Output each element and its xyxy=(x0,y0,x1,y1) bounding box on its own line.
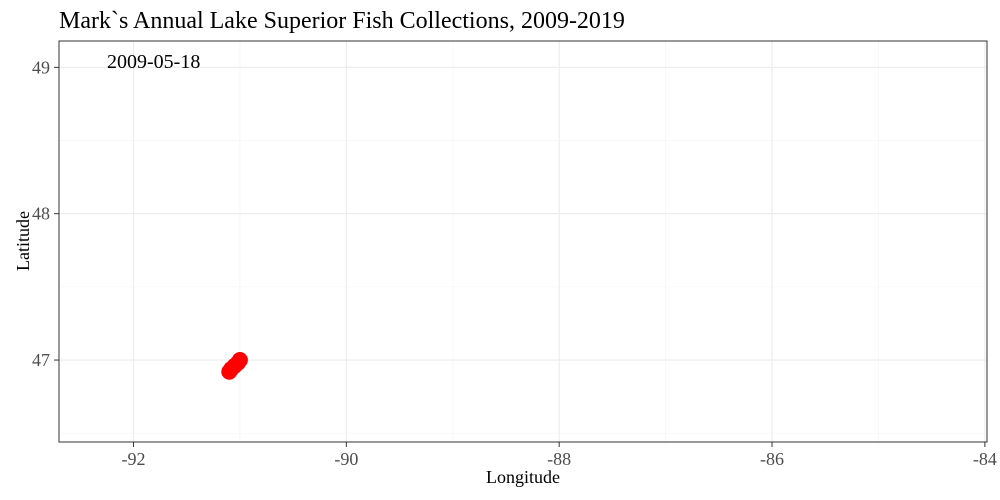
y-axis-label: Latitude xyxy=(13,211,33,271)
x-tick-label: -86 xyxy=(760,449,784,469)
y-axis: 47 48 49 xyxy=(32,57,59,370)
x-axis: -92 -90 -88 -86 -84 xyxy=(121,442,997,469)
y-tick-label: 49 xyxy=(32,57,50,77)
data-point xyxy=(231,352,248,369)
x-tick-label: -92 xyxy=(121,449,145,469)
x-axis-label: Longitude xyxy=(486,467,560,487)
chart-title: Mark`s Annual Lake Superior Fish Collect… xyxy=(59,8,625,34)
data-points xyxy=(221,352,248,380)
y-tick-label: 48 xyxy=(32,204,50,224)
y-tick-label: 47 xyxy=(32,350,50,370)
grid xyxy=(59,41,987,442)
x-tick-label: -88 xyxy=(547,449,571,469)
x-tick-label: -90 xyxy=(334,449,358,469)
panel-border xyxy=(58,40,988,443)
date-annotation: 2009-05-18 xyxy=(107,51,200,73)
x-tick-label: -84 xyxy=(973,449,997,469)
